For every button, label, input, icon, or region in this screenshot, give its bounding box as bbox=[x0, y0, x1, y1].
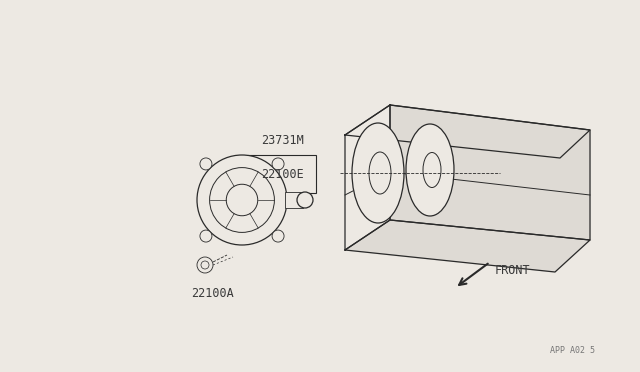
Polygon shape bbox=[390, 105, 590, 240]
Text: APP A02 5: APP A02 5 bbox=[550, 346, 595, 355]
Circle shape bbox=[201, 261, 209, 269]
Ellipse shape bbox=[352, 123, 404, 223]
Circle shape bbox=[210, 168, 275, 232]
Circle shape bbox=[272, 230, 284, 242]
Circle shape bbox=[297, 192, 313, 208]
Circle shape bbox=[197, 155, 287, 245]
Ellipse shape bbox=[369, 152, 391, 194]
Text: 22100E: 22100E bbox=[260, 167, 303, 180]
Circle shape bbox=[227, 184, 258, 216]
FancyBboxPatch shape bbox=[248, 155, 316, 193]
Polygon shape bbox=[345, 105, 390, 250]
Circle shape bbox=[200, 230, 212, 242]
Text: 22100A: 22100A bbox=[191, 287, 234, 300]
Polygon shape bbox=[345, 105, 590, 158]
FancyBboxPatch shape bbox=[285, 192, 303, 208]
Text: FRONT: FRONT bbox=[495, 263, 531, 276]
Circle shape bbox=[272, 158, 284, 170]
Circle shape bbox=[200, 158, 212, 170]
Ellipse shape bbox=[406, 124, 454, 216]
Ellipse shape bbox=[423, 153, 441, 187]
Text: 23731M: 23731M bbox=[260, 134, 303, 147]
Polygon shape bbox=[345, 220, 590, 272]
Circle shape bbox=[197, 257, 213, 273]
